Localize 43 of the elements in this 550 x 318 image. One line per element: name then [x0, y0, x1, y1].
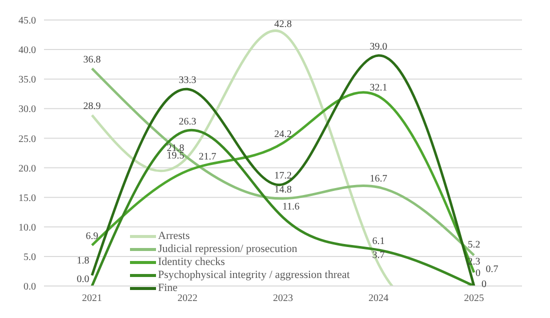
data-label: 21.7 — [198, 152, 216, 163]
data-label: 6.9 — [86, 231, 98, 242]
data-label: 26.3 — [178, 116, 196, 128]
data-label: 16.7 — [370, 173, 388, 184]
data-label: 42.8 — [274, 19, 292, 30]
data-label: 28.9 — [83, 101, 101, 112]
legend-label: Fine — [158, 282, 178, 295]
x-tick-label: 2023 — [273, 293, 293, 304]
y-tick-label: 20.0 — [18, 163, 36, 174]
legend-label: Psychophysical integrity / aggression threat — [158, 269, 350, 282]
x-tick-label: 2024 — [368, 293, 388, 304]
y-tick-label: 5.0 — [24, 252, 36, 263]
data-label: 39.0 — [370, 41, 388, 52]
data-label: 14.8 — [274, 184, 292, 196]
y-tick-label: 25.0 — [18, 134, 36, 145]
y-tick-label: 15.0 — [18, 192, 36, 204]
y-tick-label: 40.0 — [18, 45, 36, 56]
data-label: 24.2 — [274, 128, 292, 140]
data-label: 36.8 — [83, 54, 101, 66]
y-tick-label: 35.0 — [18, 74, 36, 86]
data-label: 6.1 — [372, 236, 385, 247]
data-label: 19.5 — [166, 150, 184, 162]
data-label: 1.8 — [76, 255, 90, 266]
legend-label: Arrests — [158, 230, 190, 243]
data-label: 0 — [482, 279, 486, 290]
data-label: 17.2 — [274, 170, 292, 182]
x-tick-label: 2025 — [464, 293, 484, 304]
data-label: 32.1 — [370, 82, 388, 94]
y-tick-label: 0.0 — [24, 282, 36, 293]
data-label: 11.6 — [282, 201, 300, 212]
y-tick-label: 10.0 — [18, 222, 36, 234]
y-tick-label: 45.0 — [18, 16, 36, 27]
legend-label: Identity checks — [158, 256, 225, 269]
data-label: 3.7 — [372, 250, 385, 262]
data-label: 0.0 — [76, 274, 90, 285]
y-tick-label: 30.0 — [18, 104, 36, 116]
data-label: 5.2 — [468, 239, 480, 250]
x-tick-label: 2022 — [178, 293, 198, 304]
data-label: 0.7 — [486, 264, 498, 275]
data-label: 0 — [476, 268, 480, 279]
data-label: 33.3 — [178, 75, 196, 86]
x-tick-label: 2021 — [82, 293, 102, 304]
legend-label: Judicial repression/ prosecution — [158, 243, 298, 256]
